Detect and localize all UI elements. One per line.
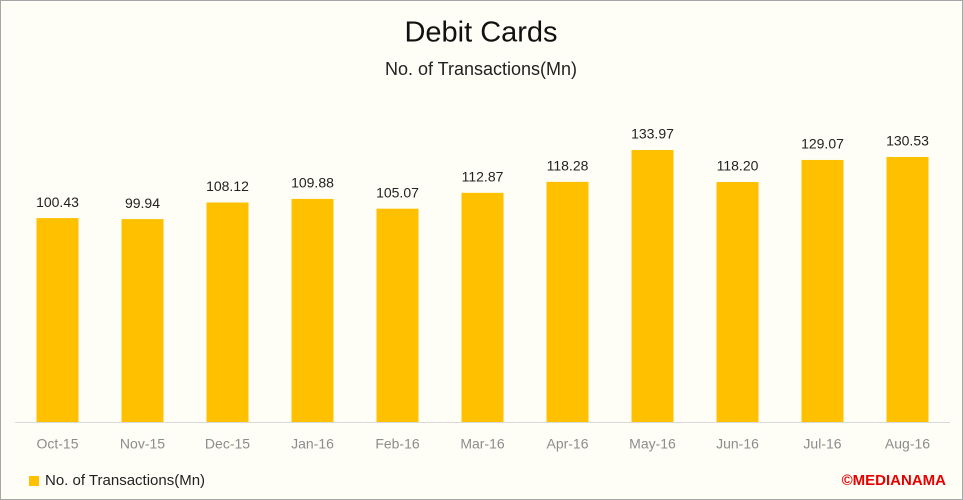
x-tick-label: Apr-16 (546, 436, 588, 452)
legend-label: No. of Transactions(Mn) (45, 472, 205, 489)
x-tick-label: Jan-16 (291, 436, 334, 452)
value-label: 100.43 (36, 194, 79, 210)
x-tick-label: Mar-16 (460, 436, 505, 452)
value-label: 133.97 (631, 126, 674, 142)
bar (461, 192, 504, 422)
x-tick-label: May-16 (629, 436, 676, 452)
value-label: 118.28 (547, 158, 589, 174)
bar (121, 219, 164, 422)
bar (801, 159, 844, 423)
value-label: 109.88 (291, 175, 334, 191)
bar (206, 202, 249, 422)
x-tick-label: Aug-16 (885, 436, 930, 452)
x-tick-label: Jul-16 (803, 436, 841, 452)
x-tick-label: Jun-16 (716, 436, 759, 452)
value-label: 112.87 (462, 169, 504, 185)
chart-subtitle: No. of Transactions(Mn) (385, 59, 577, 79)
credit: ©MEDIANAMA (842, 472, 947, 489)
x-tick-label: Feb-16 (375, 436, 420, 452)
value-label: 105.07 (376, 184, 419, 200)
value-label: 108.12 (206, 178, 249, 194)
bar (291, 198, 334, 422)
bar (546, 181, 589, 422)
value-label: 129.07 (801, 136, 844, 152)
bar (36, 218, 79, 422)
value-label: 118.20 (717, 158, 759, 174)
chart-title: Debit Cards (404, 17, 557, 49)
x-tick-label: Oct-15 (36, 436, 78, 452)
bar (886, 156, 929, 422)
value-label: 130.53 (886, 133, 929, 149)
x-tick-label: Nov-15 (120, 436, 165, 452)
bar (716, 182, 759, 422)
bar (376, 208, 419, 422)
x-tick-label: Dec-15 (205, 436, 250, 452)
bar (631, 150, 674, 422)
value-label: 99.94 (125, 195, 160, 211)
legend-swatch (29, 476, 39, 486)
